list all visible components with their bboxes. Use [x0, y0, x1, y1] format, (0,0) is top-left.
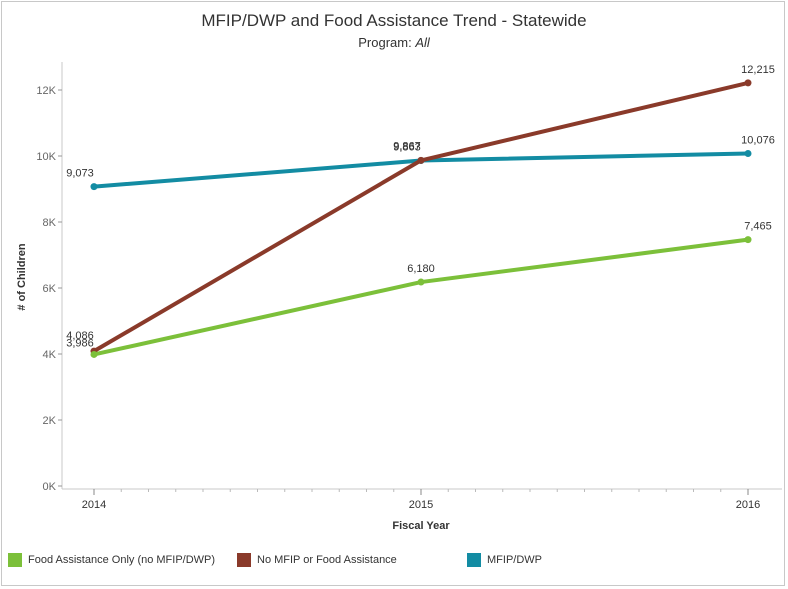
program-filter-value[interactable]: All: [415, 35, 430, 50]
data-point: [744, 79, 752, 87]
legend-label-food-assistance: Food Assistance Only (no MFIP/DWP): [28, 554, 216, 566]
data-label: 9,863: [393, 142, 421, 154]
data-label: 3,986: [66, 337, 94, 349]
data-label: 9,867: [393, 140, 421, 152]
y-tick-label: 2K: [43, 415, 57, 427]
legend-label-no-mfip: No MFIP or Food Assistance: [257, 554, 397, 566]
legend: Food Assistance Only (no MFIP/DWP) No MF…: [0, 550, 788, 572]
y-tick-label: 10K: [36, 151, 56, 163]
data-point: [90, 350, 98, 358]
chart-title: MFIP/DWP and Food Assistance Trend - Sta…: [201, 11, 587, 30]
y-tick-label: 6K: [43, 283, 57, 295]
program-filter-label: Program:: [358, 35, 416, 50]
x-tick-label: 2016: [736, 499, 760, 511]
data-label: 4,086: [66, 330, 94, 342]
legend-item-food-assistance[interactable]: Food Assistance Only (no MFIP/DWP): [8, 553, 215, 567]
series-line: [92, 80, 750, 354]
y-tick-label: 8K: [43, 217, 57, 229]
data-point: [744, 236, 752, 244]
y-tick-label: 0K: [43, 481, 57, 493]
legend-item-no-mfip[interactable]: No MFIP or Food Assistance: [237, 553, 397, 567]
data-label: 7,465: [744, 221, 772, 233]
chart-subtitle: Program: All: [0, 35, 788, 50]
legend-swatch-no-mfip: [237, 553, 251, 567]
data-label: 6,180: [407, 263, 435, 275]
y-tick-label: 4K: [43, 349, 57, 361]
legend-label-mfip-dwp: MFIP/DWP: [487, 554, 542, 566]
legend-item-mfip-dwp[interactable]: MFIP/DWP: [467, 553, 542, 567]
y-tick-label: 12K: [36, 85, 56, 97]
x-axis-title: Fiscal Year: [392, 520, 450, 532]
data-point: [90, 183, 98, 191]
series-line: [92, 237, 750, 357]
data-point: [744, 149, 752, 157]
data-label: 9,073: [66, 168, 94, 180]
legend-swatch-mfip-dwp: [467, 553, 481, 567]
data-label: 12,215: [741, 64, 775, 76]
data-label: 10,076: [741, 134, 775, 146]
x-tick-label: 2014: [82, 499, 106, 511]
y-axis-title: # of Children: [16, 243, 28, 311]
data-point: [417, 156, 425, 164]
legend-swatch-food-assistance: [8, 553, 22, 567]
data-point: [417, 278, 425, 286]
x-tick-label: 2015: [409, 499, 433, 511]
